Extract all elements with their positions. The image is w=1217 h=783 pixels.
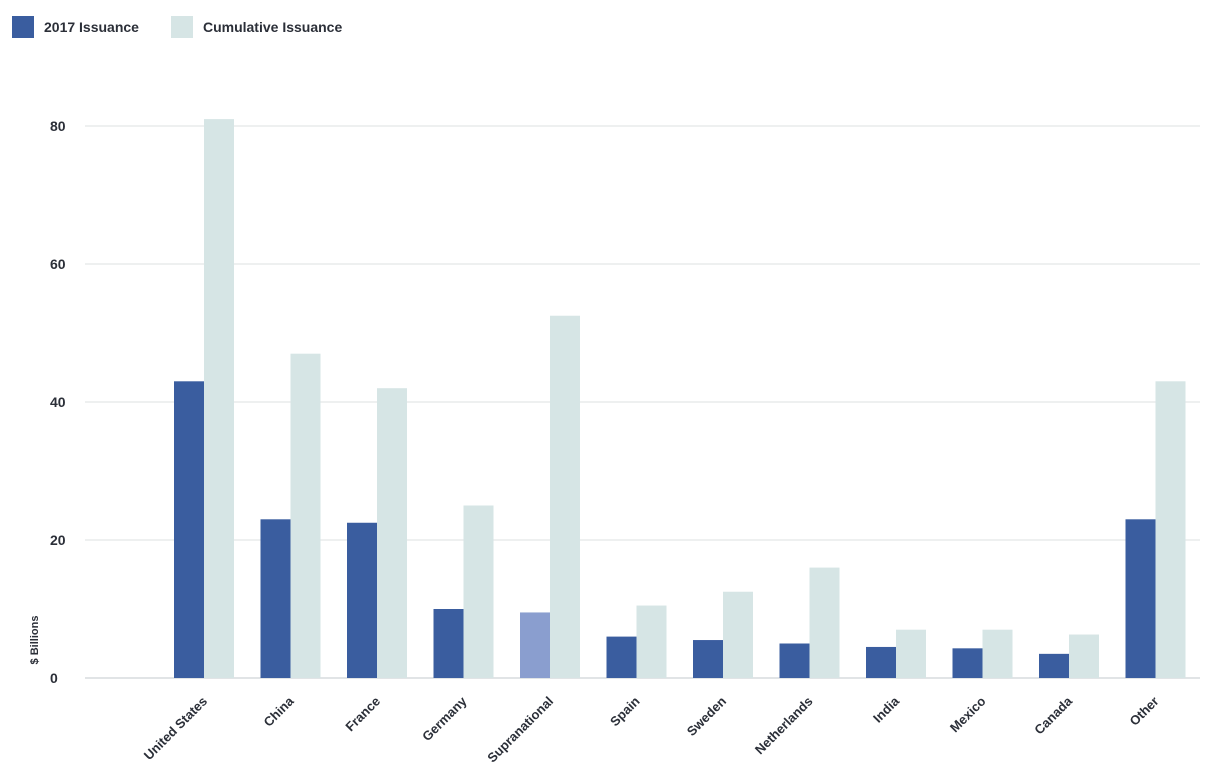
x-tick-label: Supranational [484,694,556,766]
x-tick-label: Mexico [947,693,989,735]
bar-2017-issuance [174,381,204,678]
y-tick-label: 20 [50,532,66,548]
legend-item-cumulative-issuance: Cumulative Issuance [170,16,343,38]
y-tick-label: 80 [50,118,66,134]
bar-2017-issuance [952,648,983,678]
bar-2017-issuance [779,643,810,678]
bar-2017-issuance [260,519,291,678]
x-tick-label: Sweden [684,693,729,738]
y-axis-label: $ Billions [29,616,41,665]
x-tick-label: Canada [1031,693,1075,737]
y-tick-label: 60 [50,256,66,272]
legend-item-2017-issuance: 2017 Issuance [12,16,139,38]
bar-cumulative-issuance [896,629,926,678]
bar-cumulative-issuance [1069,634,1099,678]
y-tick-label: 40 [50,394,66,410]
x-tick-label: France [342,694,383,735]
x-tick-label: Germany [419,693,470,744]
bar-cumulative-issuance [723,591,753,678]
bar-cumulative-issuance [982,629,1013,678]
x-tick-label: Other [1126,694,1161,729]
legend: 2017 Issuance Cumulative Issuance [12,16,362,38]
bar-2017-issuance [1125,519,1156,678]
bar-2017-issuance [606,636,637,678]
legend-label-2017-issuance: 2017 Issuance [44,19,139,35]
bar-2017-issuance [866,646,896,678]
bar-2017-issuance [1039,653,1069,678]
bar-2017-issuance [693,640,723,678]
bar-2017-issuance [433,609,464,678]
y-tick-label: 0 [50,670,58,686]
x-tick-label: India [870,693,903,726]
x-tick-label: China [260,693,297,730]
x-tick-label: Spain [607,693,643,729]
bar-cumulative-issuance [463,505,494,678]
bar-cumulative-issuance [550,315,580,678]
legend-label-cumulative-issuance: Cumulative Issuance [202,19,343,35]
legend-swatch-2017-issuance [12,16,34,38]
x-tick-label: United States [141,694,210,763]
bar-2017-issuance [347,522,377,678]
bar-cumulative-issuance [809,567,840,678]
bar-cumulative-issuance [1155,381,1186,678]
legend-swatch-cumulative-issuance [170,16,193,38]
bar-cumulative-issuance [290,353,321,678]
x-tick-label: Netherlands [752,694,816,758]
bar-cumulative-issuance [204,119,234,679]
bar-cumulative-issuance [377,388,407,678]
bar-cumulative-issuance [636,605,667,678]
bar-2017-issuance [520,612,550,678]
